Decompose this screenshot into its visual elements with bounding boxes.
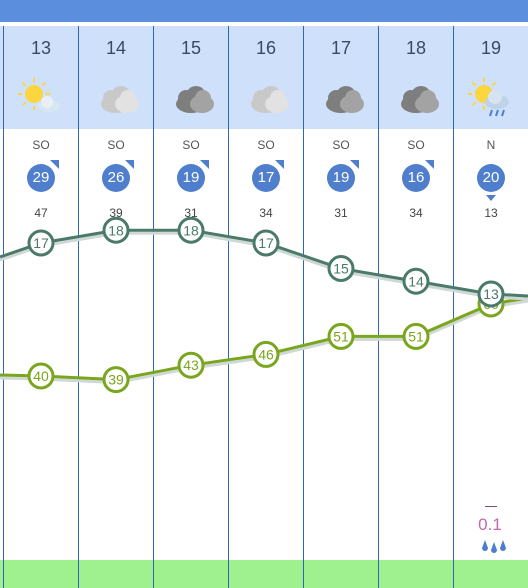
wind-gust-value: 39 [109,206,123,220]
wind-direction: N [486,138,496,152]
wind-arrow-icon [50,160,59,169]
day-label: 15 [180,38,202,58]
footer-band [0,560,528,588]
temperature-point-label: 18 [183,222,199,238]
humidity-point-label: 51 [408,328,424,344]
dark-cloud-icon [326,86,364,113]
humidity-point [252,340,280,368]
wind-arrow-icon [350,160,359,169]
wind-direction: SO [32,138,50,152]
wind-gust-value: 31 [334,206,348,220]
column-divider [228,26,229,588]
raindrops-icon [482,540,506,553]
column-divider [303,26,304,588]
wind-speed-value: 16 [407,169,425,186]
column-divider [153,26,154,588]
wind-direction: SO [107,138,125,152]
wind-speed-value: 19 [182,169,200,186]
temperature-point [102,216,130,244]
wind-speed-badge: 29 [27,160,59,192]
sun-cloud-rain-icon [468,78,509,117]
wind-arrow-icon [486,195,496,201]
humidity-point [102,366,130,394]
day-label: 13 [30,38,52,58]
wind-arrow-icon [275,160,284,169]
wind-speed-badge: 17 [252,160,284,192]
temperature-point [402,267,430,295]
column-divider [3,26,4,588]
wind-arrow-icon [125,160,134,169]
wind-speed-value: 20 [482,169,500,186]
day-label: 16 [255,38,277,58]
temperature-point-label: 14 [408,273,424,289]
precip-value: 0.1 [478,515,502,534]
sun-cloud-icon [18,78,60,112]
wind-speed-value: 19 [332,169,350,186]
precip-dash [485,506,497,507]
wind-speed-value: 26 [107,169,125,186]
column-divider [453,26,454,588]
wind-direction: SO [182,138,200,152]
wind-direction: SO [407,138,425,152]
wind-speed-badge: 19 [327,160,359,192]
wind-speed-badge: 20 [477,164,505,201]
temperature-point [477,280,505,308]
wind-gust-value: 13 [484,206,498,220]
dark-cloud-icon [401,86,439,113]
wind-direction: SO [332,138,350,152]
wind-gust-value: 31 [184,206,198,220]
wind-arrow-icon [200,160,209,169]
humidity-point [177,351,205,379]
wind-direction: SO [257,138,275,152]
humidity-point-label: 40 [33,368,49,384]
wind-speed-badge: 19 [177,160,209,192]
wind-gust-value: 47 [34,206,48,220]
temperature-point-label: 18 [108,222,124,238]
wind-speed-value: 29 [32,169,50,186]
humidity-point-label: 43 [183,357,199,373]
humidity-point-label: 51 [333,328,349,344]
temperature-point [177,216,205,244]
dark-cloud-icon [176,86,214,113]
cloud-icon [101,86,139,113]
wind-gust-value: 34 [409,206,423,220]
temperature-point-label: 13 [483,286,499,302]
temperature-point-label: 15 [333,261,349,277]
day-label: 17 [330,38,352,58]
column-divider [378,26,379,588]
wind-gust-value: 34 [259,206,273,220]
temperature-point [252,229,280,257]
temperature-point-label: 17 [258,235,274,251]
wind-speed-badge: 16 [402,160,434,192]
humidity-point-label: 39 [108,372,124,388]
humidity-point [402,322,430,350]
wind-arrow-icon [425,160,434,169]
humidity-point-label: 46 [258,346,274,362]
wind-speed-value: 17 [257,169,275,186]
humidity-point [327,322,355,350]
temperature-point [27,229,55,257]
day-label: 14 [105,38,127,58]
wind-speed-badge: 26 [102,160,134,192]
humidity-point [27,362,55,390]
temperature-point [327,255,355,282]
top-bar [0,0,528,22]
cloud-icon [251,86,289,113]
day-label: 18 [405,38,427,58]
day-label: 19 [480,38,502,58]
temperature-point-label: 17 [33,235,49,251]
column-divider [78,26,79,588]
